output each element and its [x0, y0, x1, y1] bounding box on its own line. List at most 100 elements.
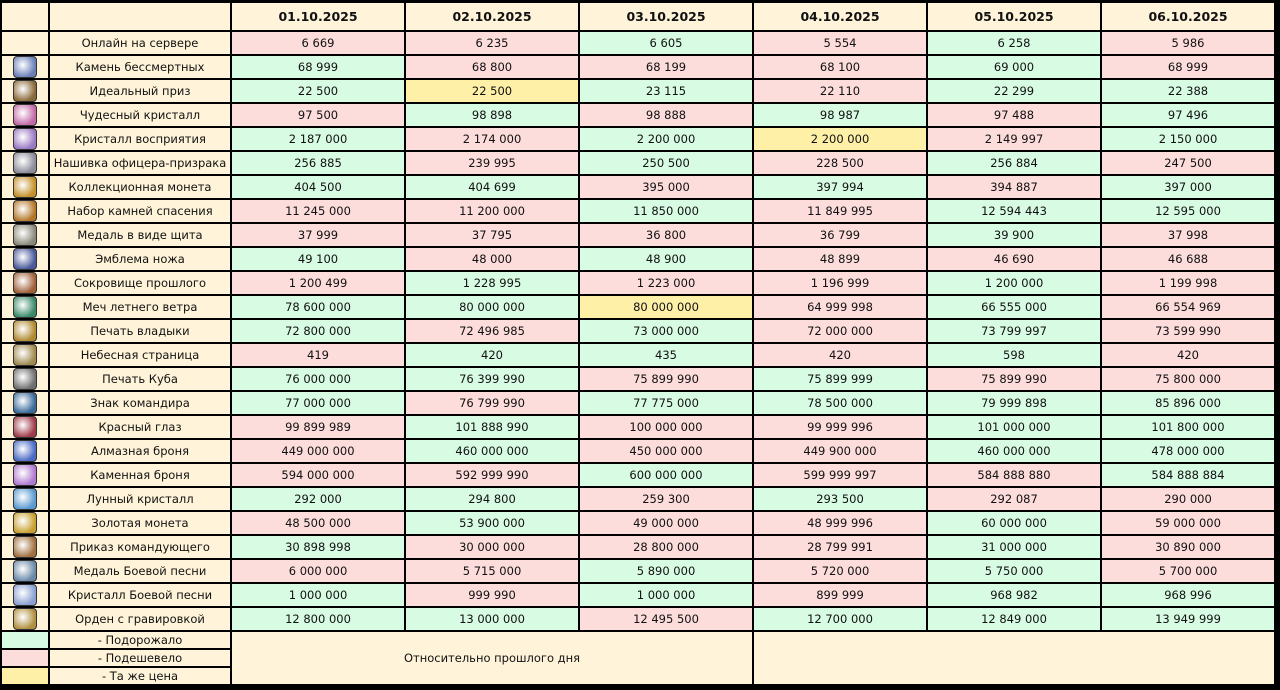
price-cell: 1 199 998: [1102, 272, 1274, 294]
item-name: Золотая монета: [50, 512, 230, 534]
price-cell: 584 888 880: [928, 464, 1100, 486]
date-header: 02.10.2025: [406, 3, 578, 30]
price-cell: 98 898: [406, 104, 578, 126]
price-cell: 397 000: [1102, 176, 1274, 198]
price-cell: 1 228 995: [406, 272, 578, 294]
price-cell: 37 999: [232, 224, 404, 246]
price-cell: 292 000: [232, 488, 404, 510]
price-cell: 30 890 000: [1102, 536, 1274, 558]
item-name: Каменная броня: [50, 464, 230, 486]
price-cell: 13 949 999: [1102, 608, 1274, 630]
price-cell: 68 199: [580, 56, 752, 78]
icon-cell: [2, 344, 48, 366]
price-cell: 6 235: [406, 32, 578, 54]
price-cell: 5 700 000: [1102, 560, 1274, 582]
price-cell: 290 000: [1102, 488, 1274, 510]
price-cell: 28 799 991: [754, 536, 926, 558]
item-icon: [13, 536, 37, 558]
legend-swatch: [2, 632, 48, 648]
price-cell: 460 000 000: [406, 440, 578, 462]
price-cell: 99 999 996: [754, 416, 926, 438]
price-cell: 899 999: [754, 584, 926, 606]
item-icon: [13, 344, 37, 366]
price-cell: 30 898 998: [232, 536, 404, 558]
item-name: Набор камней спасения: [50, 200, 230, 222]
legend-note: Относительно прошлого дня: [232, 632, 752, 684]
icon-cell: [2, 368, 48, 390]
icon-cell: [2, 248, 48, 270]
price-cell: 31 000 000: [928, 536, 1100, 558]
price-cell: 66 554 969: [1102, 296, 1274, 318]
price-cell: 11 850 000: [580, 200, 752, 222]
legend-label: - Та же цена: [50, 668, 230, 684]
icon-cell: [2, 536, 48, 558]
icon-cell: [2, 608, 48, 630]
price-cell: 48 900: [580, 248, 752, 270]
price-cell: 80 000 000: [580, 296, 752, 318]
item-icon: [13, 56, 37, 78]
price-cell: 72 800 000: [232, 320, 404, 342]
price-cell: 77 000 000: [232, 392, 404, 414]
item-icon: [13, 272, 37, 294]
legend-swatch: [2, 668, 48, 684]
price-cell: 79 999 898: [928, 392, 1100, 414]
price-cell: 101 000 000: [928, 416, 1100, 438]
price-cell: 5 715 000: [406, 560, 578, 582]
price-cell: 419: [232, 344, 404, 366]
item-name: Лунный кристалл: [50, 488, 230, 510]
item-icon: [13, 176, 37, 198]
icon-cell: [2, 128, 48, 150]
price-cell: 1 196 999: [754, 272, 926, 294]
price-cell: 76 000 000: [232, 368, 404, 390]
icon-cell: [2, 152, 48, 174]
item-name: Печать владыки: [50, 320, 230, 342]
price-cell: 64 999 998: [754, 296, 926, 318]
price-cell: 256 885: [232, 152, 404, 174]
price-cell: 2 200 000: [754, 128, 926, 150]
item-name: Кристалл восприятия: [50, 128, 230, 150]
item-icon: [13, 416, 37, 438]
item-name: Медаль Боевой песни: [50, 560, 230, 582]
price-cell: 404 500: [232, 176, 404, 198]
date-header: 03.10.2025: [580, 3, 752, 30]
price-cell: 293 500: [754, 488, 926, 510]
price-cell: 49 100: [232, 248, 404, 270]
price-cell: 12 800 000: [232, 608, 404, 630]
item-name: Печать Куба: [50, 368, 230, 390]
price-cell: 39 900: [928, 224, 1100, 246]
price-cell: 48 000: [406, 248, 578, 270]
price-cell: 592 999 990: [406, 464, 578, 486]
item-icon: [13, 80, 37, 102]
price-cell: 450 000 000: [580, 440, 752, 462]
price-cell: 23 115: [580, 80, 752, 102]
price-cell: 5 986: [1102, 32, 1274, 54]
item-name: Онлайн на сервере: [50, 32, 230, 54]
icon-cell: [2, 224, 48, 246]
price-cell: 101 888 990: [406, 416, 578, 438]
icon-cell: [2, 512, 48, 534]
price-cell: 598: [928, 344, 1100, 366]
price-cell: 404 699: [406, 176, 578, 198]
price-cell: 1 223 000: [580, 272, 752, 294]
icon-cell: [2, 32, 48, 54]
item-icon: [13, 392, 37, 414]
price-cell: 46 690: [928, 248, 1100, 270]
price-cell: 85 896 000: [1102, 392, 1274, 414]
price-cell: 78 600 000: [232, 296, 404, 318]
item-name: Идеальный приз: [50, 80, 230, 102]
item-icon: [13, 248, 37, 270]
icon-cell: [2, 320, 48, 342]
price-cell: 2 187 000: [232, 128, 404, 150]
price-cell: 584 888 884: [1102, 464, 1274, 486]
icon-cell: [2, 440, 48, 462]
price-cell: 247 500: [1102, 152, 1274, 174]
price-cell: 420: [406, 344, 578, 366]
price-cell: 968 996: [1102, 584, 1274, 606]
item-icon: [13, 104, 37, 126]
item-icon: [13, 464, 37, 486]
price-cell: 75 899 990: [928, 368, 1100, 390]
price-cell: 449 900 000: [754, 440, 926, 462]
icon-cell: [2, 584, 48, 606]
price-cell: 59 000 000: [1102, 512, 1274, 534]
